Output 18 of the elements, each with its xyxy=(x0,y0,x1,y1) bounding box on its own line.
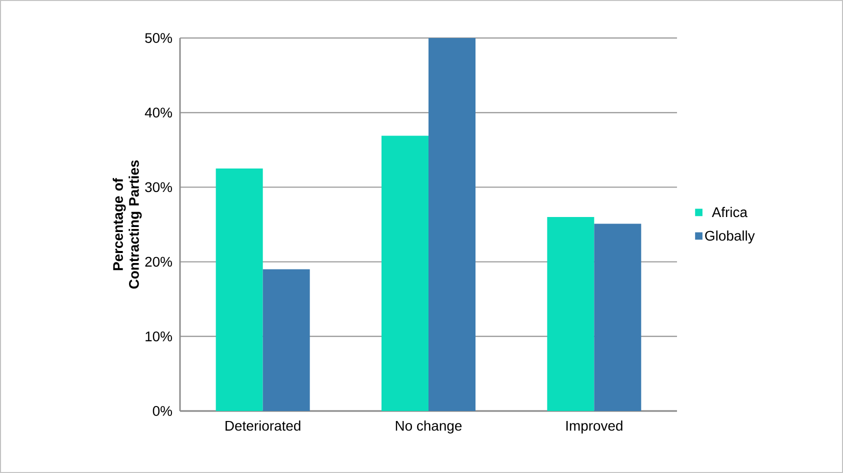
bar xyxy=(262,269,310,411)
y-tick-label: 20% xyxy=(145,256,172,267)
bar xyxy=(547,217,594,411)
y-tick-label: 10% xyxy=(146,331,172,342)
x-tick-label: Deteriorated xyxy=(226,420,300,431)
y-tick-label: 50% xyxy=(145,33,172,43)
bar xyxy=(216,168,263,411)
x-tick-label: No change xyxy=(396,420,462,434)
y-tick-label: 0% xyxy=(152,406,172,416)
x-tick-label: Improved xyxy=(566,420,622,434)
legend-label: Globally xyxy=(705,230,755,244)
bar xyxy=(382,136,429,411)
bar xyxy=(428,38,476,411)
y-axis-title: Percentage of Contracting Parties xyxy=(112,160,142,289)
y-tick-label: 30% xyxy=(145,182,172,192)
y-tick-label: 40% xyxy=(144,108,172,118)
legend-label: Africa xyxy=(712,206,748,218)
bar xyxy=(594,224,642,411)
